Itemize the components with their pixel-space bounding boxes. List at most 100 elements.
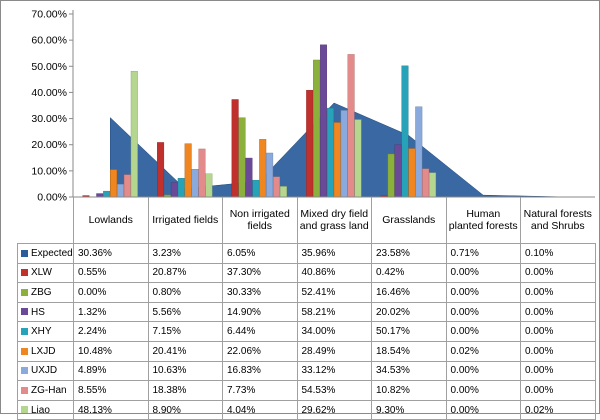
bar-liao [355,120,362,197]
table-cell: 20.87% [148,263,223,283]
legend-swatch [21,348,28,355]
table-cell: 52.41% [297,283,372,303]
bar-zbg [239,118,246,197]
table-cell: 10.48% [74,341,149,361]
table-cell: 34.00% [297,322,372,342]
y-tick-label: 0.00% [37,192,67,204]
table-cell: 40.86% [297,263,372,283]
bar-zbg [313,60,320,197]
bar-zg-han [124,175,131,197]
legend-swatch [21,269,28,276]
table-cell: 0.00% [446,361,521,381]
series-name: LXJD [31,346,55,357]
table-cell: 58.21% [297,302,372,322]
table-cell: 20.41% [148,341,223,361]
table-cell: 30.36% [74,244,149,264]
table-cell: 0.00% [446,283,521,303]
table-cell: 29.62% [297,400,372,420]
legend-swatch [21,387,28,394]
series-name: XHY [31,326,52,337]
table-cell: 10.82% [372,381,447,401]
table-cell: 22.06% [223,341,298,361]
legend-entry: Expected [18,244,74,264]
table-cell: 0.00% [521,322,596,342]
table-cell: 16.83% [223,361,298,381]
table-cell: 0.02% [446,341,521,361]
table-cell: 18.54% [372,341,447,361]
table-cell: 4.89% [74,361,149,381]
table-cell: 7.73% [223,381,298,401]
bar-liao [280,186,287,197]
legend-entry: Liao [18,400,74,420]
bar-zg-han [422,169,429,197]
bar-xhy [402,66,409,197]
table-cell: 50.17% [372,322,447,342]
table-cell: 0.00% [521,263,596,283]
series-name: UXJD [31,365,57,376]
legend-entry: ZBG [18,283,74,303]
table-cell: 0.42% [372,263,447,283]
table-cell: 0.00% [521,341,596,361]
table-cell: 9.30% [372,400,447,420]
table-cell: 48.13% [74,400,149,420]
legend-entry: HS [18,302,74,322]
table-cell: 30.33% [223,283,298,303]
legend-entry: XLW [18,263,74,283]
category-label: Natural forests and Shrubs [520,197,595,243]
bar-xhy [178,178,185,197]
bar-lxjd [259,139,266,197]
legend-swatch [21,328,28,335]
bar-hs [320,45,327,197]
legend-swatch [21,289,28,296]
table-cell: 14.90% [223,302,298,322]
table-cell: 0.00% [446,400,521,420]
table-cell: 16.46% [372,283,447,303]
table-cell: 37.30% [223,263,298,283]
table-cell: 6.05% [223,244,298,264]
y-tick-label: 20.00% [31,139,67,151]
bar-lxjd [110,170,117,197]
series-name: Expected [31,248,73,259]
table-cell: 0.02% [521,400,596,420]
bar-zbg [388,154,395,197]
bar-uxjd [266,153,273,197]
bar-lxjd [334,123,341,197]
bar-xlw [157,142,164,197]
table-cell: 0.10% [521,244,596,264]
bar-lxjd [409,149,416,197]
legend-entry: XHY [18,322,74,342]
table-cell: 2.24% [74,322,149,342]
y-tick-label: 10.00% [31,165,67,177]
bar-uxjd [192,169,199,197]
table-cell: 35.96% [297,244,372,264]
bar-xhy [253,180,260,197]
bar-hs [171,182,178,197]
table-cell: 3.23% [148,244,223,264]
bar-liao [429,173,436,197]
table-cell: 18.38% [148,381,223,401]
table-cell: 8.90% [148,400,223,420]
table-cell: 0.00% [521,283,596,303]
table-cell: 0.00% [521,302,596,322]
table-cell: 23.58% [372,244,447,264]
bar-uxjd [415,107,422,197]
table-cell: 54.53% [297,381,372,401]
series-name: XLW [31,267,52,278]
legend-swatch [21,308,28,315]
table-cell: 33.12% [297,361,372,381]
bar-xlw [306,90,313,197]
bar-zg-han [348,54,355,197]
bar-hs [246,158,253,197]
table-cell: 4.04% [223,400,298,420]
series-name: ZBG [31,287,52,298]
y-tick-label: 70.00% [31,9,67,21]
legend-entry: ZG-Han [18,381,74,401]
